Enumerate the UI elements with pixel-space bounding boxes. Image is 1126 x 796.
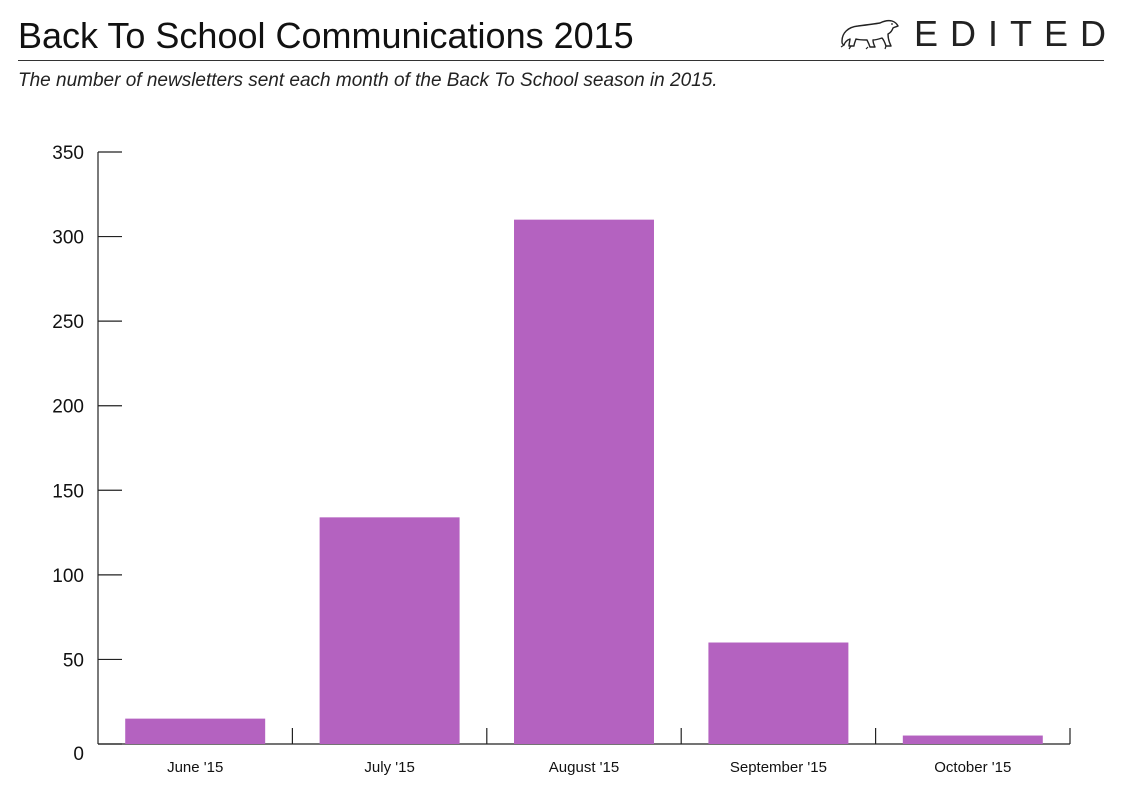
brand-logo: EDITED [838,12,1106,56]
bar [514,219,654,744]
bar [125,718,266,744]
x-tick-label: July '15 [364,759,414,776]
brand-name: EDITED [913,13,1118,54]
x-tick-label: October '15 [934,759,1011,776]
y-tick-label: 350 [52,143,84,164]
y-tick-label: 100 [52,566,84,587]
chart-title: Back To School Communications 2015 [18,15,634,56]
bar [902,735,1043,744]
polar-bear-icon [840,19,899,50]
bar [319,517,460,744]
x-tick-label: September '15 [730,759,827,776]
bars [125,219,1043,744]
chart-subtitle: The number of newsletters sent each mont… [18,70,718,91]
header-rule [18,60,1104,61]
bar [708,642,849,744]
y-tick-label: 200 [52,397,84,418]
y-axis: 0 50 100 150 200 250 300 350 [52,143,122,765]
y-tick-label: 0 [73,744,84,765]
y-tick-label: 300 [52,228,84,249]
x-tick-label: August '15 [549,759,619,776]
y-tick-label: 150 [52,481,84,502]
y-tick-label: 50 [63,650,84,671]
y-tick-label: 250 [52,312,84,333]
x-tick-label: June '15 [167,759,223,776]
